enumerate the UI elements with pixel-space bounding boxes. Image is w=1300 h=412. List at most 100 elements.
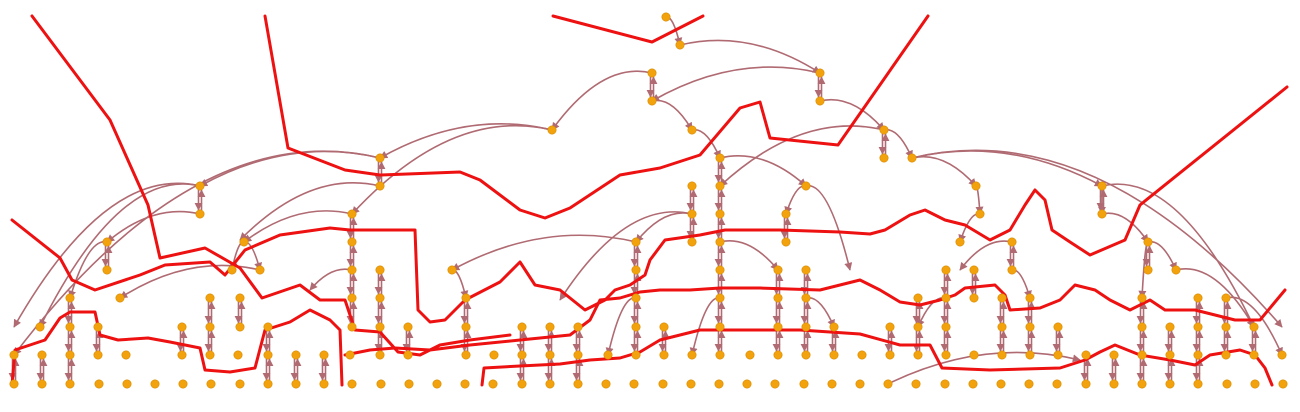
graph-node [1221, 293, 1231, 303]
graph-node [375, 181, 385, 191]
graph-node [65, 350, 75, 360]
graph-node [631, 265, 641, 275]
graph-node [375, 350, 385, 360]
graph-node [347, 209, 357, 219]
graph-node [715, 181, 725, 191]
graph-node [102, 237, 112, 247]
graph-node [1052, 379, 1062, 389]
edge-layer [8, 16, 1283, 383]
graph-node [1193, 322, 1203, 332]
highlighted-path [551, 14, 705, 44]
graph-edge [651, 99, 693, 131]
graph-node [913, 322, 923, 332]
graph-node [447, 265, 457, 275]
graph-node [1278, 379, 1288, 389]
graph-node [883, 379, 893, 389]
graph-node [687, 181, 697, 191]
graph-node [65, 322, 75, 332]
graph-node [745, 350, 755, 360]
graph-node [647, 96, 657, 106]
graph-node [517, 350, 527, 360]
graph-edge [819, 98, 885, 131]
graph-node [573, 322, 583, 332]
graph-node [997, 293, 1007, 303]
graph-node [975, 209, 985, 219]
graph-node [801, 293, 811, 303]
graph-node [205, 350, 215, 360]
graph-node [715, 237, 725, 247]
graph-node [1193, 379, 1203, 389]
graph-node [1221, 322, 1231, 332]
graph-node [94, 379, 104, 389]
graph-node [1221, 350, 1231, 360]
graph-node [255, 265, 265, 275]
graph-node [460, 379, 470, 389]
graph-node [815, 96, 825, 106]
graph-node [205, 322, 215, 332]
graph-node [968, 379, 978, 389]
graph-node [37, 350, 47, 360]
graph-edge [119, 264, 261, 299]
graph-node [997, 350, 1007, 360]
graph-edge [719, 125, 885, 187]
graph-node [291, 350, 301, 360]
graph-edge [13, 182, 201, 328]
graph-node [715, 293, 725, 303]
graph-node [1025, 293, 1035, 303]
graph-node [1137, 350, 1147, 360]
graph-edge [1101, 183, 1255, 328]
graph-edge [106, 210, 201, 243]
node-layer [9, 12, 1288, 389]
graph-node [65, 293, 75, 303]
graph-edge [719, 240, 779, 271]
graph-node [801, 181, 811, 191]
graph-node [1137, 293, 1147, 303]
graph-node [601, 379, 611, 389]
graph-edge [679, 39, 821, 74]
graph-node [940, 379, 950, 389]
graph-node [1097, 181, 1107, 191]
graph-node [115, 293, 125, 303]
highlighted-path [343, 278, 1287, 357]
graph-node [1165, 379, 1175, 389]
graph-node [347, 379, 357, 389]
graph-node [879, 125, 889, 135]
graph-node [65, 379, 75, 389]
graph-node [1053, 322, 1063, 332]
graph-edge [451, 234, 637, 271]
graph-edge [451, 269, 469, 299]
graph-node [715, 350, 725, 360]
graph-node [376, 379, 386, 389]
graph-edge [239, 182, 381, 241]
graph-node [345, 350, 355, 360]
graph-node [233, 350, 243, 360]
graph-node [770, 379, 780, 389]
graph-node [9, 350, 19, 360]
graph-node [573, 350, 583, 360]
graph-edge [691, 128, 721, 159]
graph-node [879, 153, 889, 163]
graph-edge [243, 210, 353, 243]
graph-node [102, 265, 112, 275]
graph-node [675, 40, 685, 50]
graph-node [461, 293, 471, 303]
graph-node [263, 350, 273, 360]
graph-node [829, 322, 839, 332]
graph-node [773, 322, 783, 332]
graph-node [715, 209, 725, 219]
graph-edge [1225, 296, 1283, 356]
graph-edge [959, 240, 1013, 271]
graph-node [997, 322, 1007, 332]
graph-node [1165, 350, 1175, 360]
graph-node [9, 379, 19, 389]
graph-node [969, 293, 979, 303]
graph-edge [551, 70, 653, 131]
graph-node [35, 322, 45, 332]
graph-node [1053, 350, 1063, 360]
graph-node [291, 379, 301, 389]
graph-node [517, 379, 527, 389]
graph-node [1137, 379, 1147, 389]
graph-node [913, 293, 923, 303]
graph-node [461, 322, 471, 332]
